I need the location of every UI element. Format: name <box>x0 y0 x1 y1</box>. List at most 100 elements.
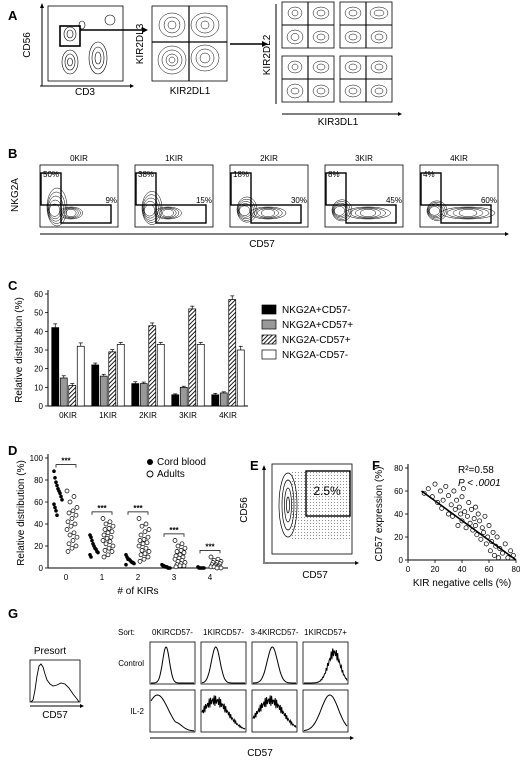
d-x-tick-label: 1 <box>100 573 105 582</box>
g-row-label: IL-2 <box>130 707 144 716</box>
c-y-tick-label: 0 <box>39 402 44 411</box>
panel-label-f: F <box>372 458 380 473</box>
d-sig-stars: *** <box>97 504 107 513</box>
g-histogram <box>252 695 297 728</box>
b-contour <box>427 202 446 220</box>
d-point-adult <box>103 541 109 547</box>
f-point <box>460 486 466 492</box>
b-plot-3: 3KIR 8% 45% <box>324 154 404 228</box>
a-kir-x-label: KIR2DL1 <box>170 86 211 97</box>
f-y-tick-label: 60 <box>394 487 403 496</box>
d-sig-stars: *** <box>169 526 179 535</box>
panel-a: A CD3 CD56 KIR2DL1 KIR2DL3 <box>8 1 402 128</box>
d-point-cord <box>54 509 58 513</box>
c-legend-swatch <box>261 304 277 315</box>
d-point-cord <box>58 491 62 496</box>
b-contour <box>249 206 287 220</box>
d-point-adult <box>70 508 76 514</box>
d-point-adult <box>214 565 220 571</box>
d-point-cord <box>53 476 57 480</box>
c-bar <box>99 375 108 407</box>
b-contour <box>458 209 478 217</box>
b-contour <box>261 209 275 217</box>
panel-b: B NKG2A 0KIR 50% 9% 1KIR 38% 15% 2KIR 18% 30% 3KI… <box>8 146 509 250</box>
d-point-cord <box>124 562 128 567</box>
f-point <box>464 513 470 519</box>
c-bar <box>68 385 77 407</box>
d-point-adult <box>71 494 77 499</box>
d-point-adult <box>106 526 112 531</box>
d-point-adult <box>174 549 180 554</box>
d-point-adult <box>137 538 143 543</box>
f-x-tick-label: 80 <box>512 565 520 574</box>
d-point-adult <box>139 523 145 529</box>
d-point-adult <box>136 543 142 549</box>
f-point <box>448 502 454 508</box>
d-point-adult <box>66 510 72 516</box>
g-histogram <box>201 695 246 730</box>
b-gate-nkg2a <box>420 172 442 206</box>
b-gate-cd57 <box>60 204 112 224</box>
f-point <box>463 525 469 531</box>
d-point-cord <box>53 505 57 510</box>
b-contour <box>427 203 444 219</box>
d-point-cord <box>59 494 63 499</box>
a-x-label: CD3 <box>75 87 95 98</box>
d-sig-stars: *** <box>133 504 143 513</box>
d-point-adult <box>105 530 111 536</box>
panel-c: C 0 10 20 30 40 50 60 Relative distribution (%)… <box>8 278 353 420</box>
d-point-adult <box>110 523 116 529</box>
panel-label-g: G <box>8 606 18 621</box>
c-y-label: Relative distribution (%) <box>14 297 25 403</box>
b-lr-value: 60% <box>481 196 497 205</box>
g-hist-frame <box>302 689 349 733</box>
f-point <box>452 506 458 512</box>
c-y-tick-label: 30 <box>34 346 43 355</box>
f-x-label: KIR negative cells (%) <box>413 578 511 589</box>
f-point <box>446 493 451 499</box>
d-point-adult <box>138 552 144 558</box>
f-point <box>454 497 460 503</box>
g-histogram <box>303 694 348 732</box>
f-r2: R²=0.58 <box>458 465 494 476</box>
panel-label-a: A <box>8 8 18 23</box>
c-legend-label: NKG2A+CD57- <box>282 305 351 316</box>
g-sort-column: 1KIRCD57- <box>203 628 244 637</box>
g-presort-title: Presort <box>34 646 66 657</box>
d-point-adult <box>172 538 178 543</box>
a-ki3-y-label: KIR2DL2 <box>262 34 273 75</box>
b-contour <box>141 191 163 225</box>
f-point <box>451 488 457 494</box>
b-gate-cd57 <box>250 204 302 224</box>
f-point <box>467 520 473 526</box>
a-kir-y-label: KIR2DL3 <box>135 23 146 64</box>
g-sort-column: 1KIRCD57+ <box>304 628 347 637</box>
c-bar <box>76 345 85 407</box>
b-plot-frame <box>134 164 214 228</box>
b-plot-title: 1KIR <box>165 154 183 163</box>
g-hist-frame <box>251 641 298 685</box>
f-point <box>443 483 449 489</box>
c-y-tick-label: 20 <box>34 365 43 374</box>
f-point <box>486 523 492 528</box>
d-point-adult <box>145 534 151 540</box>
d-point-adult <box>145 554 151 560</box>
d-sig-bracket <box>55 464 77 468</box>
d-point-cord <box>89 555 93 559</box>
b-gate-nkg2a <box>135 172 157 206</box>
g-histogram <box>252 646 296 684</box>
d-point-adult <box>108 534 114 540</box>
b-ul-value: 50% <box>43 170 59 179</box>
b-contour <box>154 206 182 220</box>
d-point-adult <box>138 532 144 538</box>
d-point-adult <box>64 488 70 494</box>
c-x-tick-label: 4KIR <box>219 411 237 420</box>
c-bar <box>91 364 100 407</box>
b-contour <box>156 207 180 219</box>
f-point <box>473 504 478 510</box>
f-point <box>459 494 465 500</box>
c-y-tick-label: 60 <box>34 290 43 299</box>
f-point <box>491 552 497 558</box>
c-bar <box>59 377 68 407</box>
d-point-adult <box>102 527 108 532</box>
